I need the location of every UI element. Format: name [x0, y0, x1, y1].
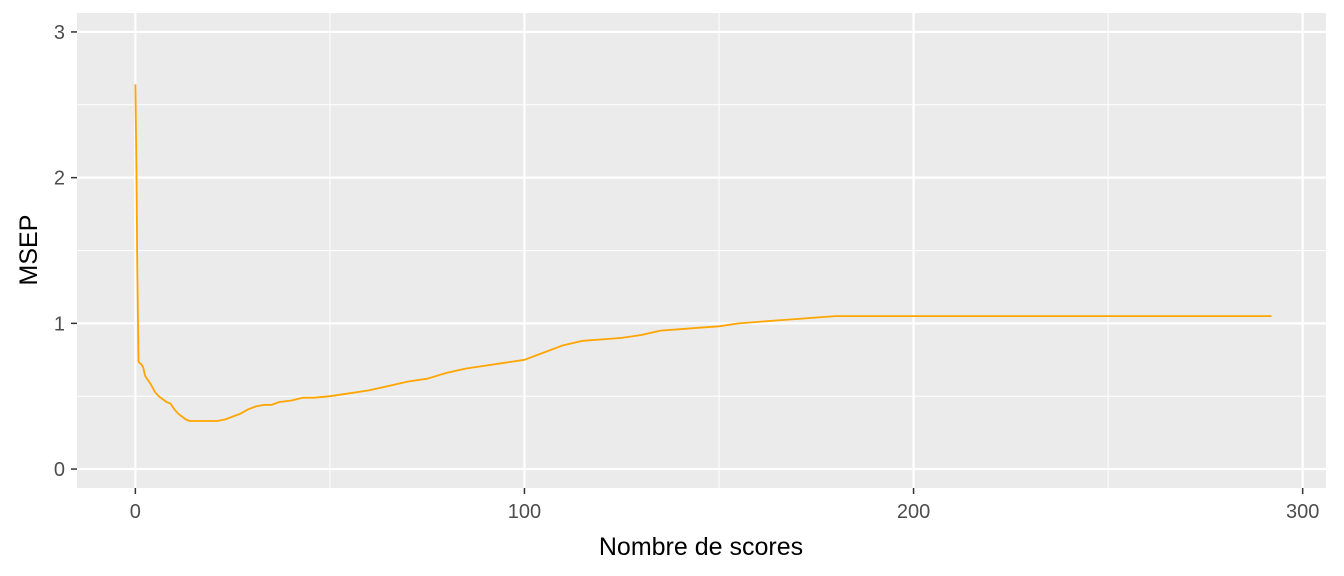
x-tick-label: 0	[130, 501, 141, 523]
y-tick-label: 3	[54, 22, 65, 44]
x-axis: 0 100 200 300	[130, 488, 1319, 523]
grid-minor	[77, 13, 1326, 488]
y-tick-label: 0	[54, 459, 65, 481]
grid-major	[77, 13, 1326, 488]
x-tick-label: 200	[897, 501, 930, 523]
series-line	[134, 84, 1272, 422]
x-tick-label: 300	[1286, 501, 1319, 523]
x-axis-title: Nombre de scores	[599, 533, 803, 561]
y-tick-label: 2	[54, 168, 65, 190]
x-tick-label: 100	[508, 501, 541, 523]
y-axis: 0 1 2 3	[54, 22, 77, 481]
y-tick-label: 1	[54, 313, 65, 335]
y-axis-title: MSEP	[15, 215, 43, 286]
